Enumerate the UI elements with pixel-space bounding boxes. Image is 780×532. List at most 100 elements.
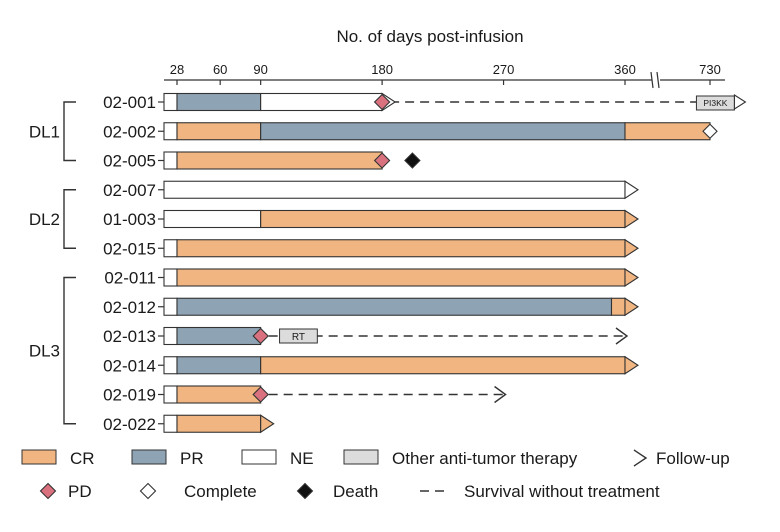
- death-marker: [404, 152, 421, 169]
- x-tick-label: 60: [213, 62, 227, 77]
- patient-id-label: 02-022: [103, 415, 156, 434]
- followup-arrow-head: [624, 355, 640, 375]
- patient-id-label: 02-014: [103, 356, 156, 375]
- group-label-DL2: DL2: [29, 210, 60, 229]
- patient-row-02-013: 02-013 RT: [103, 326, 629, 346]
- legend-item-NE: NE: [241, 449, 314, 468]
- bar-segment-CR: [624, 122, 711, 141]
- pd-marker: [252, 386, 269, 403]
- bar-segment-CR: [176, 385, 262, 404]
- bar-segment-NE: [163, 180, 626, 199]
- patient-row-02-014: 02-014: [103, 355, 640, 375]
- legend-item-complete: Complete: [139, 482, 257, 501]
- followup-arrow-head: [624, 180, 640, 200]
- patient-row-02-022: 02-022: [103, 414, 275, 434]
- legend-swatch: [131, 449, 167, 465]
- legend-item-PR: PR: [131, 449, 204, 468]
- bar-segment-NE: [163, 268, 178, 287]
- bar-segment-PR: [176, 297, 613, 316]
- legend-label: NE: [290, 449, 314, 468]
- legend-death-marker: [296, 482, 314, 500]
- bar-segment-NE: [163, 122, 178, 141]
- patient-row-01-003: 01-003: [103, 209, 640, 229]
- followup-arrow-head: [733, 93, 747, 111]
- bar-segment-CR: [610, 297, 626, 316]
- legend-item-followup: Follow-up: [633, 449, 730, 468]
- legend-label: Survival without treatment: [464, 482, 660, 501]
- patient-id-label: 02-012: [103, 298, 156, 317]
- patient-id-label: 02-002: [103, 122, 156, 141]
- group-label-DL3: DL3: [29, 342, 60, 361]
- followup-arrow-head: [624, 209, 640, 229]
- patient-id-label: 02-013: [103, 327, 156, 346]
- therapy-label: RT: [292, 332, 305, 343]
- patient-id-label: 02-001: [103, 93, 156, 112]
- bar-segment-NE: [163, 239, 178, 258]
- legend-swatch: [21, 449, 57, 465]
- legend-label: Follow-up: [656, 449, 730, 468]
- patient-row-02-019: 02-019: [103, 385, 507, 405]
- x-tick-label: 90: [253, 62, 267, 77]
- legend-label: Other anti-tumor therapy: [392, 449, 578, 468]
- followup-open-arrow: [615, 327, 629, 345]
- bar-segment-NE: [163, 151, 178, 170]
- patient-row-02-005: 02-005: [103, 151, 421, 171]
- chart-title: No. of days post-infusion: [336, 27, 523, 46]
- group-label-DL1: DL1: [29, 122, 60, 141]
- legend-item-dashed: Survival without treatment: [420, 482, 660, 501]
- patient-id-label: 02-005: [103, 152, 156, 171]
- patient-row-02-002: 02-002: [103, 122, 718, 141]
- bar-segment-PR: [176, 356, 262, 375]
- patient-id-label: 01-003: [103, 210, 156, 229]
- bar-segment-NE: [163, 414, 178, 433]
- legend-pd-marker: [39, 482, 57, 500]
- patient-row-02-001: 02-001 PI3KK: [103, 92, 747, 112]
- bar-segment-CR: [260, 356, 626, 375]
- x-tick-label: 28: [170, 62, 184, 77]
- bar-segment-NE: [163, 92, 178, 112]
- patient-row-02-015: 02-015: [103, 238, 640, 258]
- bar-segment-NE: [163, 326, 178, 346]
- patient-id-label: 02-019: [103, 386, 156, 405]
- bar-segment-CR: [176, 151, 383, 170]
- followup-arrow-head: [624, 238, 640, 258]
- bar-segment-PR: [176, 326, 262, 346]
- legend-label: PD: [68, 482, 92, 501]
- followup-open-arrow: [494, 385, 507, 404]
- legend-item-death: Death: [296, 482, 378, 501]
- axis-break-mark: [650, 71, 654, 89]
- therapy-box: [279, 328, 318, 344]
- legend-label: PR: [180, 449, 204, 468]
- legend-label: Complete: [184, 482, 257, 501]
- bar-segment-NE: [163, 356, 178, 375]
- bar-segment-PR: [260, 122, 626, 141]
- pd-marker: [373, 152, 391, 169]
- bar-segment-PR: [176, 92, 262, 112]
- patient-id-label: 02-011: [104, 269, 156, 288]
- bar-segment-CR: [176, 268, 626, 287]
- legend-label: Death: [333, 482, 378, 501]
- followup-arrow-head: [624, 297, 640, 317]
- bar-segment-NE: [260, 92, 383, 112]
- x-tick-label: 730: [699, 62, 721, 77]
- legend-item-CR: CR: [21, 449, 95, 468]
- bar-segment-NE: [163, 385, 178, 404]
- bar-segment-CR: [260, 209, 626, 229]
- complete-marker: [702, 123, 718, 140]
- followup-arrow-head: [624, 267, 640, 288]
- patient-row-02-007: 02-007: [103, 180, 640, 200]
- patient-row-02-012: 02-012: [103, 297, 640, 317]
- group-bracket: [63, 101, 76, 162]
- group-bracket: [63, 276, 76, 425]
- bar-segment-CR: [176, 239, 626, 258]
- patient-id-label: 02-007: [103, 181, 156, 200]
- patient-id-label: 02-015: [103, 239, 156, 258]
- bar-segment-NE: [163, 297, 178, 316]
- legend-label: CR: [70, 449, 95, 468]
- group-bracket: [63, 189, 76, 249]
- legend-followup-arrow: [633, 449, 648, 467]
- legend-complete-marker: [139, 482, 157, 500]
- x-tick-label: 180: [371, 62, 393, 77]
- pd-marker: [252, 327, 269, 345]
- legend-item-therapy: Other anti-tumor therapy: [343, 449, 578, 468]
